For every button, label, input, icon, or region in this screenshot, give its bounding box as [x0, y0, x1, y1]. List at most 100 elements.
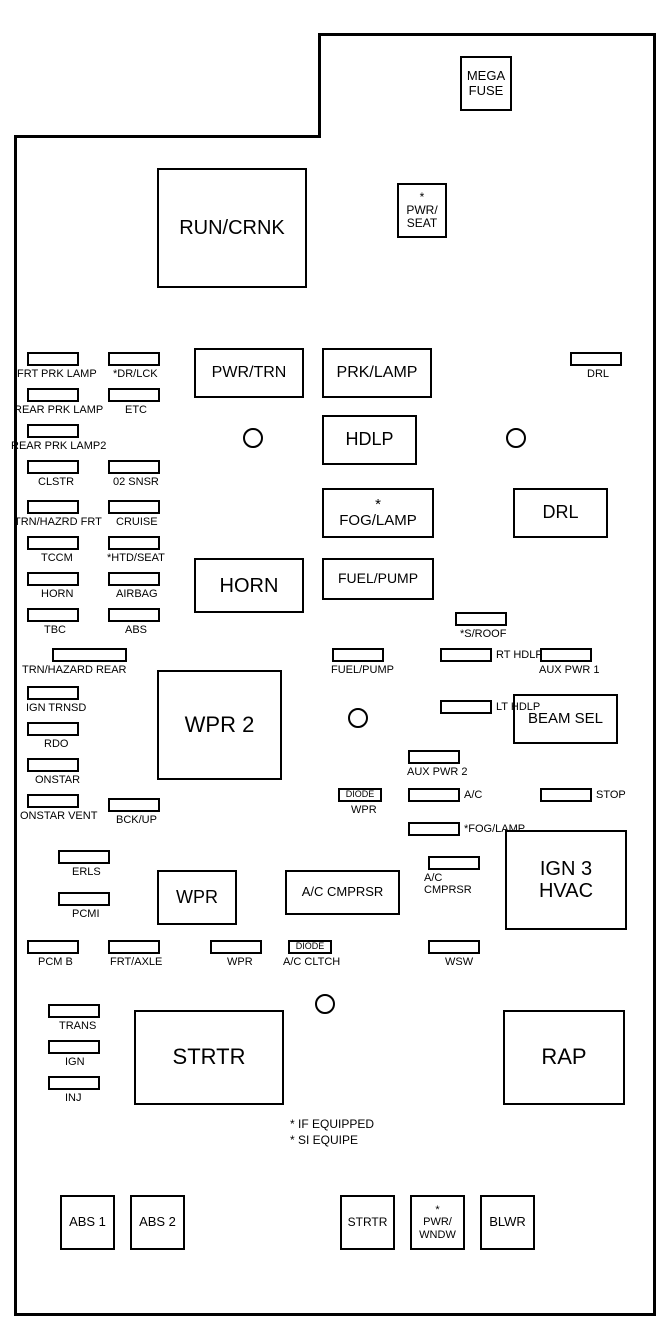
onstar-vent-label: ONSTAR VENT [20, 810, 97, 822]
ac-fuse-label: A/C [464, 789, 482, 801]
mounting-hole [348, 708, 368, 728]
horn-fuse-label: HORN [41, 588, 73, 600]
erls [58, 850, 110, 864]
trn-hazrd-frt-label: TRN/HAZRD FRT [14, 516, 102, 528]
cruise-label: CRUISE [116, 516, 158, 528]
pcm-b [27, 940, 79, 954]
o2-snsr [108, 460, 160, 474]
hdlp: HDLP [322, 415, 417, 465]
rap-box: RAP [503, 1010, 625, 1105]
outline-segment [14, 135, 17, 1316]
fuel-pump-fuse-label: FUEL/PUMP [331, 664, 394, 676]
frt-prk-lamp-label: FRT PRK LAMP [17, 368, 97, 380]
erls-label: ERLS [72, 866, 101, 878]
s-roof [455, 612, 507, 626]
ac-fuse [408, 788, 460, 802]
clstr [27, 460, 79, 474]
tccm [27, 536, 79, 550]
rt-hdlp-label: RT HDLP [496, 649, 543, 661]
fuel-pump: FUEL/PUMP [322, 558, 434, 600]
mounting-hole [315, 994, 335, 1014]
airbag-label: AIRBAG [116, 588, 158, 600]
htd-seat [108, 536, 160, 550]
outline-segment [14, 1313, 656, 1316]
diode-clutch: DIODE [288, 940, 332, 954]
rdo-label: RDO [44, 738, 68, 750]
onstar [27, 758, 79, 772]
wpr-fuse [210, 940, 262, 954]
pwr-trn: PWR/TRN [194, 348, 304, 398]
rear-prk-lamp2 [27, 424, 79, 438]
cruise [108, 500, 160, 514]
outline-segment [14, 135, 321, 138]
abs2: ABS 2 [130, 1195, 185, 1250]
tbc-label: TBC [44, 624, 66, 636]
diode-clutch-label: A/C CLTCH [283, 956, 340, 968]
dr-lck [108, 352, 160, 366]
ign-fuse-label: IGN [65, 1056, 85, 1068]
trn-hazard-rear-label: TRN/HAZARD REAR [22, 664, 127, 676]
inj-label: INJ [65, 1092, 82, 1104]
stop [540, 788, 592, 802]
frt-axle [108, 940, 160, 954]
strtr-sm: STRTR [340, 1195, 395, 1250]
horn-box: HORN [194, 558, 304, 613]
frt-axle-label: FRT/AXLE [110, 956, 162, 968]
mounting-hole [243, 428, 263, 448]
drl-fuse [570, 352, 622, 366]
rear-prk-lamp-label: REAR PRK LAMP [14, 404, 103, 416]
horn-fuse [27, 572, 79, 586]
aux-pwr-2-label: AUX PWR 2 [407, 766, 468, 778]
pcmi [58, 892, 110, 906]
ign-trnsd-label: IGN TRNSD [26, 702, 86, 714]
prk-lamp: PRK/LAMP [322, 348, 432, 398]
fuel-pump-fuse [332, 648, 384, 662]
trans-label: TRANS [59, 1020, 96, 1032]
frt-prk-lamp [27, 352, 79, 366]
wpr-box: WPR [157, 870, 237, 925]
strtr-box: STRTR [134, 1010, 284, 1105]
abs1: ABS 1 [60, 1195, 115, 1250]
wpr2: WPR 2 [157, 670, 282, 780]
ac-cmprsr-fuse-label: A/C CMPRSR [424, 872, 472, 896]
rdo [27, 722, 79, 736]
htd-seat-label: *HTD/SEAT [107, 552, 165, 564]
trans [48, 1004, 100, 1018]
rear-prk-lamp2-label: REAR PRK LAMP2 [11, 440, 106, 452]
drl-box: DRL [513, 488, 608, 538]
outline-segment [653, 33, 656, 1316]
diode-wpr: DIODE [338, 788, 382, 802]
wsw-label: WSW [445, 956, 473, 968]
abs-fuse-label: ABS [125, 624, 147, 636]
s-roof-label: *S/ROOF [460, 628, 506, 640]
aux-pwr-2 [408, 750, 460, 764]
trn-hazrd-frt [27, 500, 79, 514]
fuse-box-diagram: MEGA FUSE RUN/CRNK * PWR/ SEAT PWR/TRN PRK/L… [0, 0, 668, 1333]
rear-prk-lamp [27, 388, 79, 402]
abs-fuse [108, 608, 160, 622]
mounting-hole [506, 428, 526, 448]
aux-pwr-1 [540, 648, 592, 662]
diode-wpr-label: WPR [351, 804, 377, 816]
clstr-label: CLSTR [38, 476, 74, 488]
outline-segment [318, 33, 321, 138]
onstar-vent [27, 794, 79, 808]
pwr-wndw: * PWR/ WNDW [410, 1195, 465, 1250]
etc [108, 388, 160, 402]
fog-lamp: * FOG/LAMP [322, 488, 434, 538]
dr-lck-label: *DR/LCK [113, 368, 158, 380]
note-equipped: * IF EQUIPPED [290, 1118, 374, 1131]
blwr: BLWR [480, 1195, 535, 1250]
run-crnk: RUN/CRNK [157, 168, 307, 288]
stop-label: STOP [596, 789, 626, 801]
pwr-seat: * PWR/ SEAT [397, 183, 447, 238]
ign-fuse [48, 1040, 100, 1054]
pcm-b-label: PCM B [38, 956, 73, 968]
onstar-label: ONSTAR [35, 774, 80, 786]
mega-fuse: MEGA FUSE [460, 56, 512, 111]
tbc [27, 608, 79, 622]
aux-pwr-1-label: AUX PWR 1 [539, 664, 600, 676]
rt-hdlp [440, 648, 492, 662]
airbag [108, 572, 160, 586]
lt-hdlp [440, 700, 492, 714]
